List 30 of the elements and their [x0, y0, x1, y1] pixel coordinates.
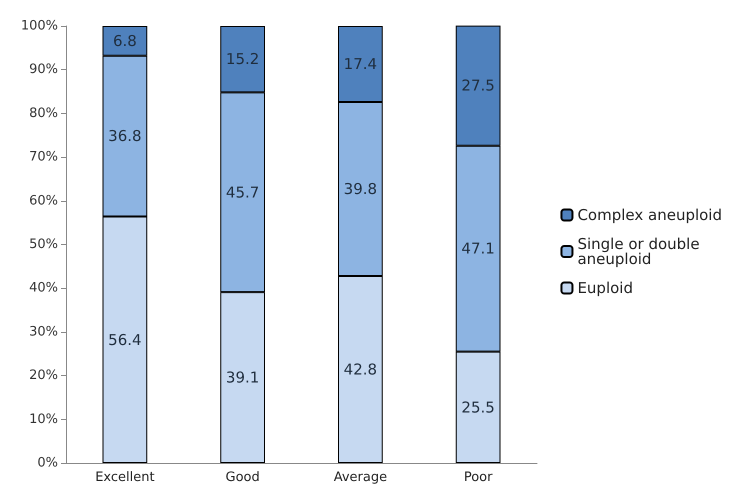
- y-tick-label: 70%: [29, 150, 58, 165]
- y-tick-label: 0%: [37, 456, 58, 470]
- data-label: 47.1: [461, 240, 495, 258]
- data-label: 17.4: [344, 55, 378, 74]
- data-label: 42.8: [344, 360, 378, 378]
- data-label: 36.8: [108, 127, 142, 146]
- legend-label: Euploid: [577, 279, 633, 297]
- y-tick-label: 100%: [20, 18, 58, 34]
- data-label: 56.4: [108, 330, 142, 349]
- x-tick-label: Excellent: [95, 470, 155, 485]
- y-tick-label: 50%: [29, 237, 58, 252]
- data-label: 25.5: [461, 398, 495, 416]
- x-tick-label: Poor: [464, 470, 494, 485]
- y-tick-label: 30%: [29, 324, 58, 340]
- x-tick-label: Average: [334, 470, 388, 485]
- data-label: 15.2: [226, 50, 260, 68]
- y-tick-label: 60%: [29, 193, 58, 208]
- y-tick-label: 80%: [29, 106, 58, 121]
- data-label: 6.8: [112, 32, 137, 50]
- legend-label: Complex aneuploid: [577, 206, 722, 224]
- data-label: 39.1: [226, 368, 260, 387]
- x-tick-label: Good: [226, 470, 260, 485]
- y-tick-label: 20%: [29, 368, 58, 384]
- legend-label: Single or double aneuploid: [577, 235, 704, 268]
- y-tick-label: 10%: [29, 412, 58, 427]
- data-label: 45.7: [226, 183, 260, 202]
- y-tick-label: 40%: [29, 280, 58, 296]
- y-tick-label: 90%: [29, 62, 58, 78]
- data-label: 39.8: [344, 180, 378, 198]
- data-label: 27.5: [461, 76, 495, 95]
